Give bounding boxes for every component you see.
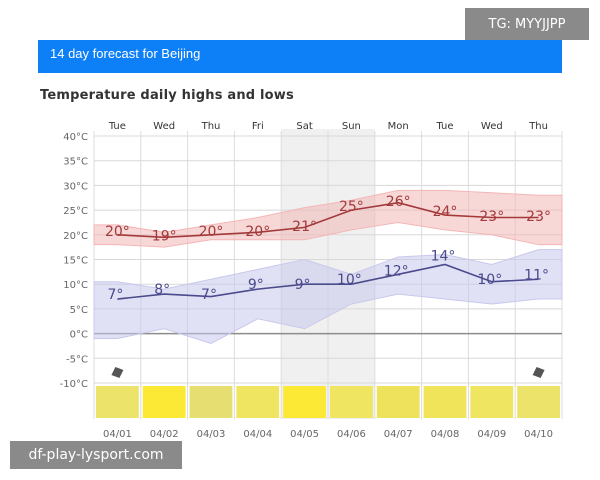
high-temp-label: 24° — [433, 204, 458, 220]
weather-icon-box — [517, 386, 560, 418]
y-tick-label: 40°C — [63, 132, 88, 143]
date-label: 04/06 — [337, 429, 366, 440]
weather-icon-box — [96, 386, 139, 418]
y-tick-label: -10°C — [60, 379, 88, 390]
watermark-site: df-play-lysport.com — [10, 441, 182, 469]
weather-icon-box — [283, 386, 326, 418]
low-temp-label: 7° — [201, 287, 217, 303]
day-label: Tue — [435, 121, 453, 132]
y-tick-label: 30°C — [63, 181, 88, 192]
y-tick-label: -5°C — [66, 354, 88, 365]
weather-icon-box — [470, 386, 514, 418]
day-label: Fri — [252, 121, 264, 132]
date-label: 04/04 — [243, 429, 272, 440]
weather-icon-box — [376, 386, 420, 418]
low-temp-label: 11° — [524, 267, 549, 283]
forecast-banner: 14 day forecast for Beijing — [38, 40, 562, 73]
weather-icon-box — [423, 386, 467, 418]
high-temp-line — [117, 201, 539, 239]
date-label: 04/02 — [150, 429, 179, 440]
day-label: Sat — [296, 121, 312, 132]
low-temp-label: 8° — [154, 282, 170, 298]
y-tick-label: 10°C — [63, 280, 88, 291]
y-tick-label: 35°C — [63, 157, 88, 168]
low-temp-line — [117, 263, 539, 300]
date-label: 04/07 — [384, 429, 413, 440]
low-temp-label: 12° — [384, 263, 409, 279]
low-temp-label: 14° — [431, 248, 456, 264]
day-label: Mon — [388, 121, 409, 132]
date-label: 04/08 — [431, 429, 460, 440]
weather-icon-box — [189, 386, 233, 418]
low-temp-label: 7° — [107, 287, 123, 303]
high-temp-label: 20° — [245, 224, 270, 240]
y-tick-label: 25°C — [63, 206, 88, 217]
date-label: 04/01 — [103, 429, 132, 440]
date-label: 04/09 — [477, 429, 506, 440]
day-label: Wed — [481, 121, 503, 132]
low-temp-label: 9° — [295, 277, 311, 293]
low-temp-label: 9° — [248, 277, 264, 293]
day-label: Thu — [201, 121, 221, 132]
high-temp-label: 23° — [526, 209, 551, 225]
weather-icon-box — [142, 386, 186, 418]
y-tick-label: 20°C — [63, 231, 88, 242]
date-label: 04/05 — [290, 429, 319, 440]
chart-title: Temperature daily highs and lows — [40, 88, 294, 103]
y-tick-label: 5°C — [70, 305, 88, 316]
high-temp-label: 23° — [479, 209, 504, 225]
high-temp-label: 20° — [199, 224, 224, 240]
day-label: Tue — [108, 121, 126, 132]
y-tick-label: 15°C — [63, 256, 88, 267]
low-temp-label: 10° — [337, 272, 362, 288]
day-label: Wed — [153, 121, 175, 132]
watermark-tg: TG: MYYJJPP — [465, 8, 589, 40]
weather-icon-box — [330, 386, 373, 418]
rain-icon — [532, 367, 545, 378]
low-temp-label: 10° — [477, 272, 502, 288]
date-label: 04/10 — [524, 429, 553, 440]
high-temp-label: 20° — [105, 224, 130, 240]
rain-icon — [111, 367, 124, 378]
y-tick-label: 0°C — [70, 330, 88, 341]
date-label: 04/03 — [197, 429, 226, 440]
high-temp-label: 19° — [152, 229, 177, 245]
day-label: Thu — [528, 121, 548, 132]
high-temp-label: 25° — [339, 199, 364, 215]
low-range-band — [93, 249, 563, 345]
high-temp-label: 21° — [292, 219, 317, 235]
day-label: Sun — [342, 121, 361, 132]
weather-icon-box — [236, 386, 280, 418]
high-temp-label: 26° — [386, 194, 411, 210]
